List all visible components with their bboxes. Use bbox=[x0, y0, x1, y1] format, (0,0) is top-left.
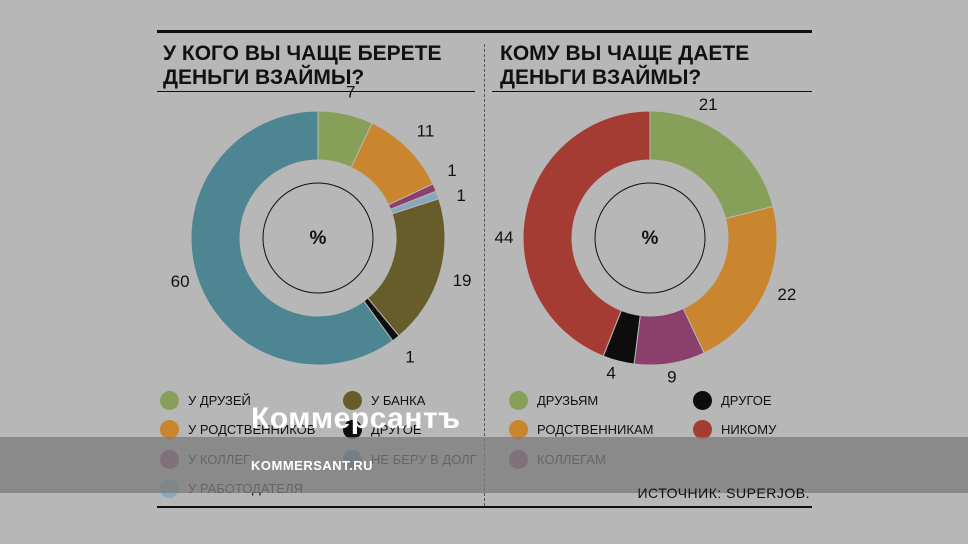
slice-value-label: 4 bbox=[606, 363, 615, 382]
legend-item: У БАНКА bbox=[343, 391, 425, 410]
legend-label: ДРУГОЕ bbox=[371, 422, 422, 437]
right-title-underline bbox=[492, 91, 812, 92]
slice-value-label: 19 bbox=[453, 271, 472, 290]
legend-item: РОДСТВЕННИКАМ bbox=[509, 420, 653, 439]
legend-swatch bbox=[343, 391, 362, 410]
legend-item: У ДРУЗЕЙ bbox=[160, 391, 251, 410]
legend-swatch bbox=[509, 391, 528, 410]
legend-label: НИКОМУ bbox=[721, 422, 777, 437]
top-rule bbox=[157, 30, 812, 33]
source-note: ИСТОЧНИК: SUPERJOB. bbox=[637, 485, 810, 501]
legend-label: ДРУЗЬЯМ bbox=[537, 393, 599, 408]
legend-label: РОДСТВЕННИКАМ bbox=[537, 422, 654, 437]
legend-swatch bbox=[693, 391, 712, 410]
legend-item: ДРУГОЕ bbox=[343, 420, 422, 439]
donut-slice bbox=[522, 110, 651, 357]
legend-label: У ДРУЗЕЙ bbox=[188, 393, 251, 408]
slice-value-label: 11 bbox=[417, 122, 435, 141]
watermark-logo: Коммерсантъ bbox=[251, 402, 461, 435]
legend-swatch bbox=[160, 420, 179, 439]
legend-swatch bbox=[509, 420, 528, 439]
donut-slice bbox=[682, 205, 778, 354]
donut-slice bbox=[190, 110, 394, 366]
slice-value-label: 1 bbox=[456, 186, 465, 205]
legend-item: ДРУГОЕ bbox=[693, 391, 772, 410]
watermark-banner bbox=[0, 437, 968, 493]
legend-label: У РОДСТВЕННИКОВ bbox=[188, 422, 316, 437]
slice-value-label: 21 bbox=[699, 95, 718, 114]
slice-value-label: 44 bbox=[495, 228, 514, 247]
legend-swatch bbox=[693, 420, 712, 439]
slice-value-label: 60 bbox=[171, 272, 190, 291]
slice-value-label: 9 bbox=[667, 367, 676, 386]
panel-divider bbox=[484, 44, 485, 506]
legend-item: НИКОМУ bbox=[693, 420, 776, 439]
right-center-label: % bbox=[642, 228, 659, 249]
legend-label: У БАНКА bbox=[371, 393, 426, 408]
left-center-label: % bbox=[310, 228, 327, 249]
legend-item: У РОДСТВЕННИКОВ bbox=[160, 420, 315, 439]
legend-item: ДРУЗЬЯМ bbox=[509, 391, 598, 410]
watermark-url: KOMMERSANT.RU bbox=[251, 458, 374, 473]
left-chart-title: У КОГО ВЫ ЧАЩЕ БЕРЕТЕ ДЕНЬГИ ВЗАЙМЫ? bbox=[163, 42, 442, 89]
legend-swatch bbox=[343, 420, 362, 439]
slice-value-label: 7 bbox=[346, 83, 355, 102]
slice-value-label: 1 bbox=[447, 161, 456, 180]
right-chart-title: КОМУ ВЫ ЧАЩЕ ДАЕТЕ ДЕНЬГИ ВЗАЙМЫ? bbox=[500, 42, 750, 89]
legend-label: ДРУГОЕ bbox=[721, 393, 772, 408]
slice-value-label: 22 bbox=[777, 285, 796, 304]
left-title-underline bbox=[157, 91, 475, 92]
slice-value-label: 1 bbox=[405, 348, 414, 367]
bottom-rule bbox=[157, 506, 812, 508]
legend-swatch bbox=[160, 391, 179, 410]
donut-slice bbox=[649, 110, 774, 220]
